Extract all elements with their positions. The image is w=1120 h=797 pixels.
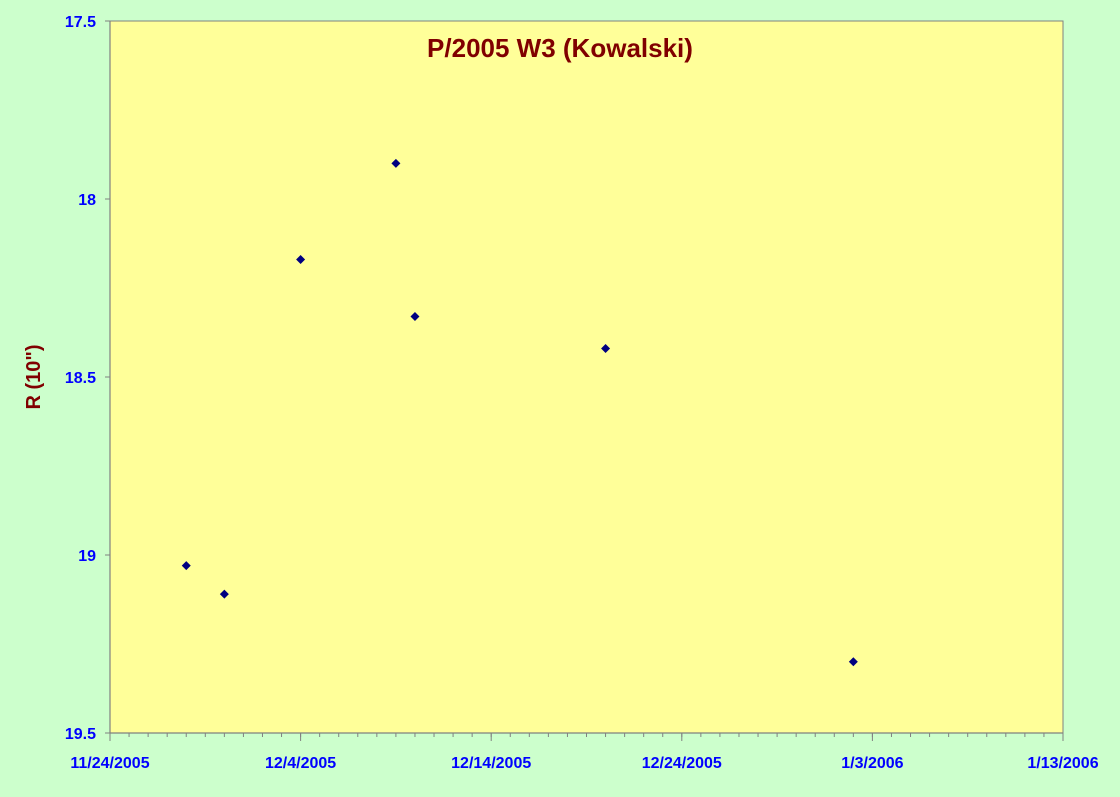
- chart-title: P/2005 W3 (Kowalski): [427, 33, 693, 63]
- x-tick-label: 11/24/2005: [70, 755, 149, 772]
- data-point: [181, 561, 191, 571]
- data-point: [410, 311, 420, 321]
- y-tick-label: 18: [78, 192, 96, 209]
- x-tick-label: 12/24/2005: [642, 755, 722, 772]
- x-tick-label: 12/4/2005: [265, 755, 336, 772]
- y-tick-label: 17.5: [65, 14, 96, 31]
- x-tick-label: 1/13/2006: [1027, 755, 1098, 772]
- plot-area: [109, 20, 1064, 734]
- y-tick-label: 19.5: [65, 726, 96, 743]
- data-point: [296, 255, 306, 265]
- data-point: [848, 657, 858, 667]
- y-tick-label: 19: [78, 548, 96, 565]
- data-point: [219, 589, 229, 599]
- y-axis-label: R (10"): [23, 344, 45, 409]
- x-tick-label: 1/3/2006: [841, 755, 903, 772]
- y-tick-label: 18.5: [65, 370, 96, 387]
- data-point: [391, 158, 401, 168]
- x-tick-label: 12/14/2005: [451, 755, 531, 772]
- data-point: [601, 344, 611, 354]
